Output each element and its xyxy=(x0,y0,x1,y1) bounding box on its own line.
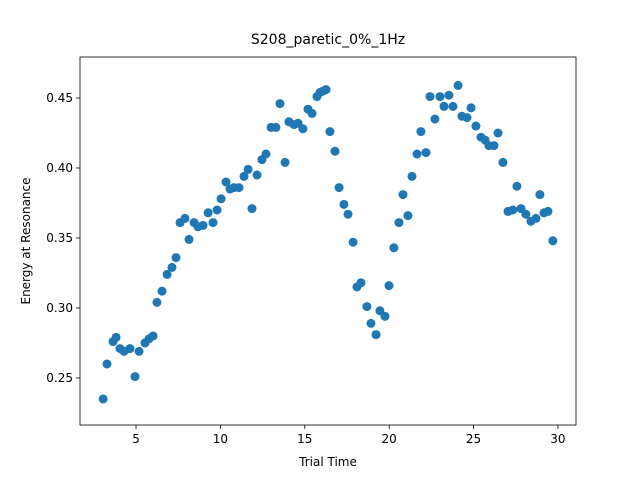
point xyxy=(216,194,226,204)
chart-title: S208_paretic_0%_1Hz xyxy=(251,32,405,48)
x-tick-label: 5 xyxy=(132,432,140,446)
point xyxy=(425,92,435,102)
point xyxy=(439,101,449,111)
point xyxy=(234,183,244,193)
point xyxy=(339,199,349,209)
x-tick-label: 10 xyxy=(213,432,228,446)
point xyxy=(548,236,558,246)
point xyxy=(394,218,404,228)
point xyxy=(334,183,344,193)
point xyxy=(430,114,440,124)
point xyxy=(498,157,508,167)
point xyxy=(371,330,381,340)
point xyxy=(148,331,158,341)
x-tick-label: 25 xyxy=(466,432,481,446)
point xyxy=(535,190,545,200)
point xyxy=(348,237,358,247)
point xyxy=(98,394,108,404)
x-tick-label: 20 xyxy=(382,432,397,446)
point xyxy=(261,149,271,159)
point xyxy=(466,103,476,113)
point xyxy=(462,113,472,123)
point xyxy=(531,213,541,223)
point xyxy=(171,253,181,263)
plot-frame xyxy=(79,56,577,426)
point xyxy=(275,99,285,109)
point xyxy=(389,243,399,253)
point xyxy=(321,85,331,95)
point xyxy=(435,92,445,102)
point xyxy=(398,190,408,200)
point xyxy=(134,346,144,356)
point xyxy=(453,80,463,90)
x-tick-label: 15 xyxy=(297,432,312,446)
point xyxy=(543,206,553,216)
point xyxy=(243,164,253,174)
point xyxy=(157,286,167,296)
point xyxy=(444,90,454,100)
y-tick-label: 0.40 xyxy=(46,161,73,175)
point xyxy=(102,359,112,369)
point xyxy=(384,281,394,291)
point xyxy=(180,213,190,223)
x-axis-label: Trial Time xyxy=(298,455,357,469)
point xyxy=(412,149,422,159)
point xyxy=(130,372,140,382)
point xyxy=(407,171,417,181)
point xyxy=(162,269,172,279)
point xyxy=(221,177,231,187)
point xyxy=(366,318,376,328)
point xyxy=(271,122,281,132)
point xyxy=(125,344,135,354)
point xyxy=(212,205,222,215)
point xyxy=(343,209,353,219)
point xyxy=(280,157,290,167)
y-tick-label: 0.25 xyxy=(46,371,73,385)
point xyxy=(380,311,390,321)
x-tick-label: 30 xyxy=(550,432,565,446)
point xyxy=(252,170,262,180)
point xyxy=(184,234,194,244)
point xyxy=(362,302,372,312)
y-axis-label: Energy at Resonance xyxy=(19,177,33,304)
point xyxy=(203,208,213,218)
point xyxy=(239,171,249,181)
point xyxy=(471,121,481,131)
point xyxy=(208,218,218,228)
y-tick-label: 0.45 xyxy=(46,91,73,105)
y-tick-label: 0.30 xyxy=(46,301,73,315)
point xyxy=(325,127,335,137)
point xyxy=(307,108,317,118)
point xyxy=(152,297,162,307)
point xyxy=(416,127,426,137)
point xyxy=(356,278,366,288)
point xyxy=(421,148,431,158)
point xyxy=(493,128,503,138)
point xyxy=(403,211,413,221)
point xyxy=(508,205,518,215)
point xyxy=(489,141,499,151)
point xyxy=(247,204,257,214)
point xyxy=(330,146,340,156)
point xyxy=(298,124,308,134)
point xyxy=(167,262,177,272)
point xyxy=(512,181,522,191)
point xyxy=(521,209,531,219)
point xyxy=(198,220,208,230)
point xyxy=(111,332,121,342)
point xyxy=(448,101,458,111)
y-tick-label: 0.35 xyxy=(46,231,73,245)
